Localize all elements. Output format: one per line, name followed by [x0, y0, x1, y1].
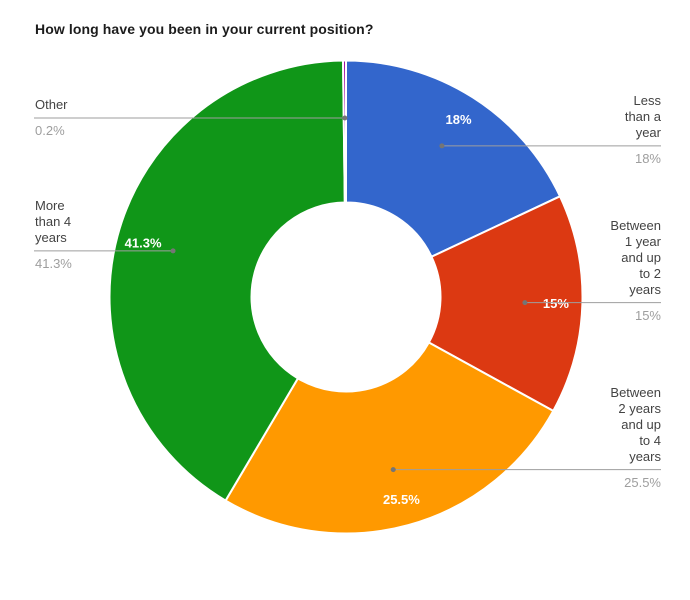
- slice-value-label-less-than-a-year: 18%: [446, 112, 472, 127]
- leader-dot: [439, 143, 445, 149]
- slice-value-label-between-2-years-and-up-to-4-years: 25.5%: [383, 492, 420, 507]
- category-label-other: Other: [35, 97, 68, 113]
- pie-slice-other[interactable]: [342, 59, 347, 204]
- pie-slice-between-2-years-and-up-to-4-years[interactable]: [224, 341, 555, 535]
- category-label-less-than-a-year: Less than a year: [624, 92, 661, 140]
- leader-dot: [522, 300, 528, 306]
- category-percent-other: 0.2%: [35, 123, 65, 138]
- leader-dot: [342, 115, 348, 121]
- category-percent-less-than-a-year: 18%: [634, 150, 661, 166]
- category-label-between-1-and-2-years: Between 1 year and up to 2 years: [610, 217, 661, 297]
- slice-value-label-more-than-4-years: 41.3%: [125, 235, 162, 250]
- category-label-between-2-and-4-years: Between 2 years and up to 4 years: [610, 384, 661, 464]
- chart-title: How long have you been in your current p…: [35, 21, 374, 37]
- slice-value-label-between-1-year-and-up-to-2-years: 15%: [543, 296, 569, 311]
- pie-slice-more-than-4-years[interactable]: [108, 59, 346, 502]
- pie-slice-less-than-a-year[interactable]: [345, 59, 562, 259]
- category-percent-between-1-and-2-years: 15%: [634, 307, 661, 323]
- pie-slice-between-1-year-and-up-to-2-years[interactable]: [427, 194, 584, 413]
- category-label-more-than-4-years: More than 4 years: [35, 197, 72, 245]
- leader-dot: [390, 467, 396, 473]
- category-percent-between-2-and-4-years: 25.5%: [624, 474, 661, 490]
- leader-dot: [170, 248, 176, 254]
- category-percent-more-than-4-years: 41.3%: [35, 255, 72, 271]
